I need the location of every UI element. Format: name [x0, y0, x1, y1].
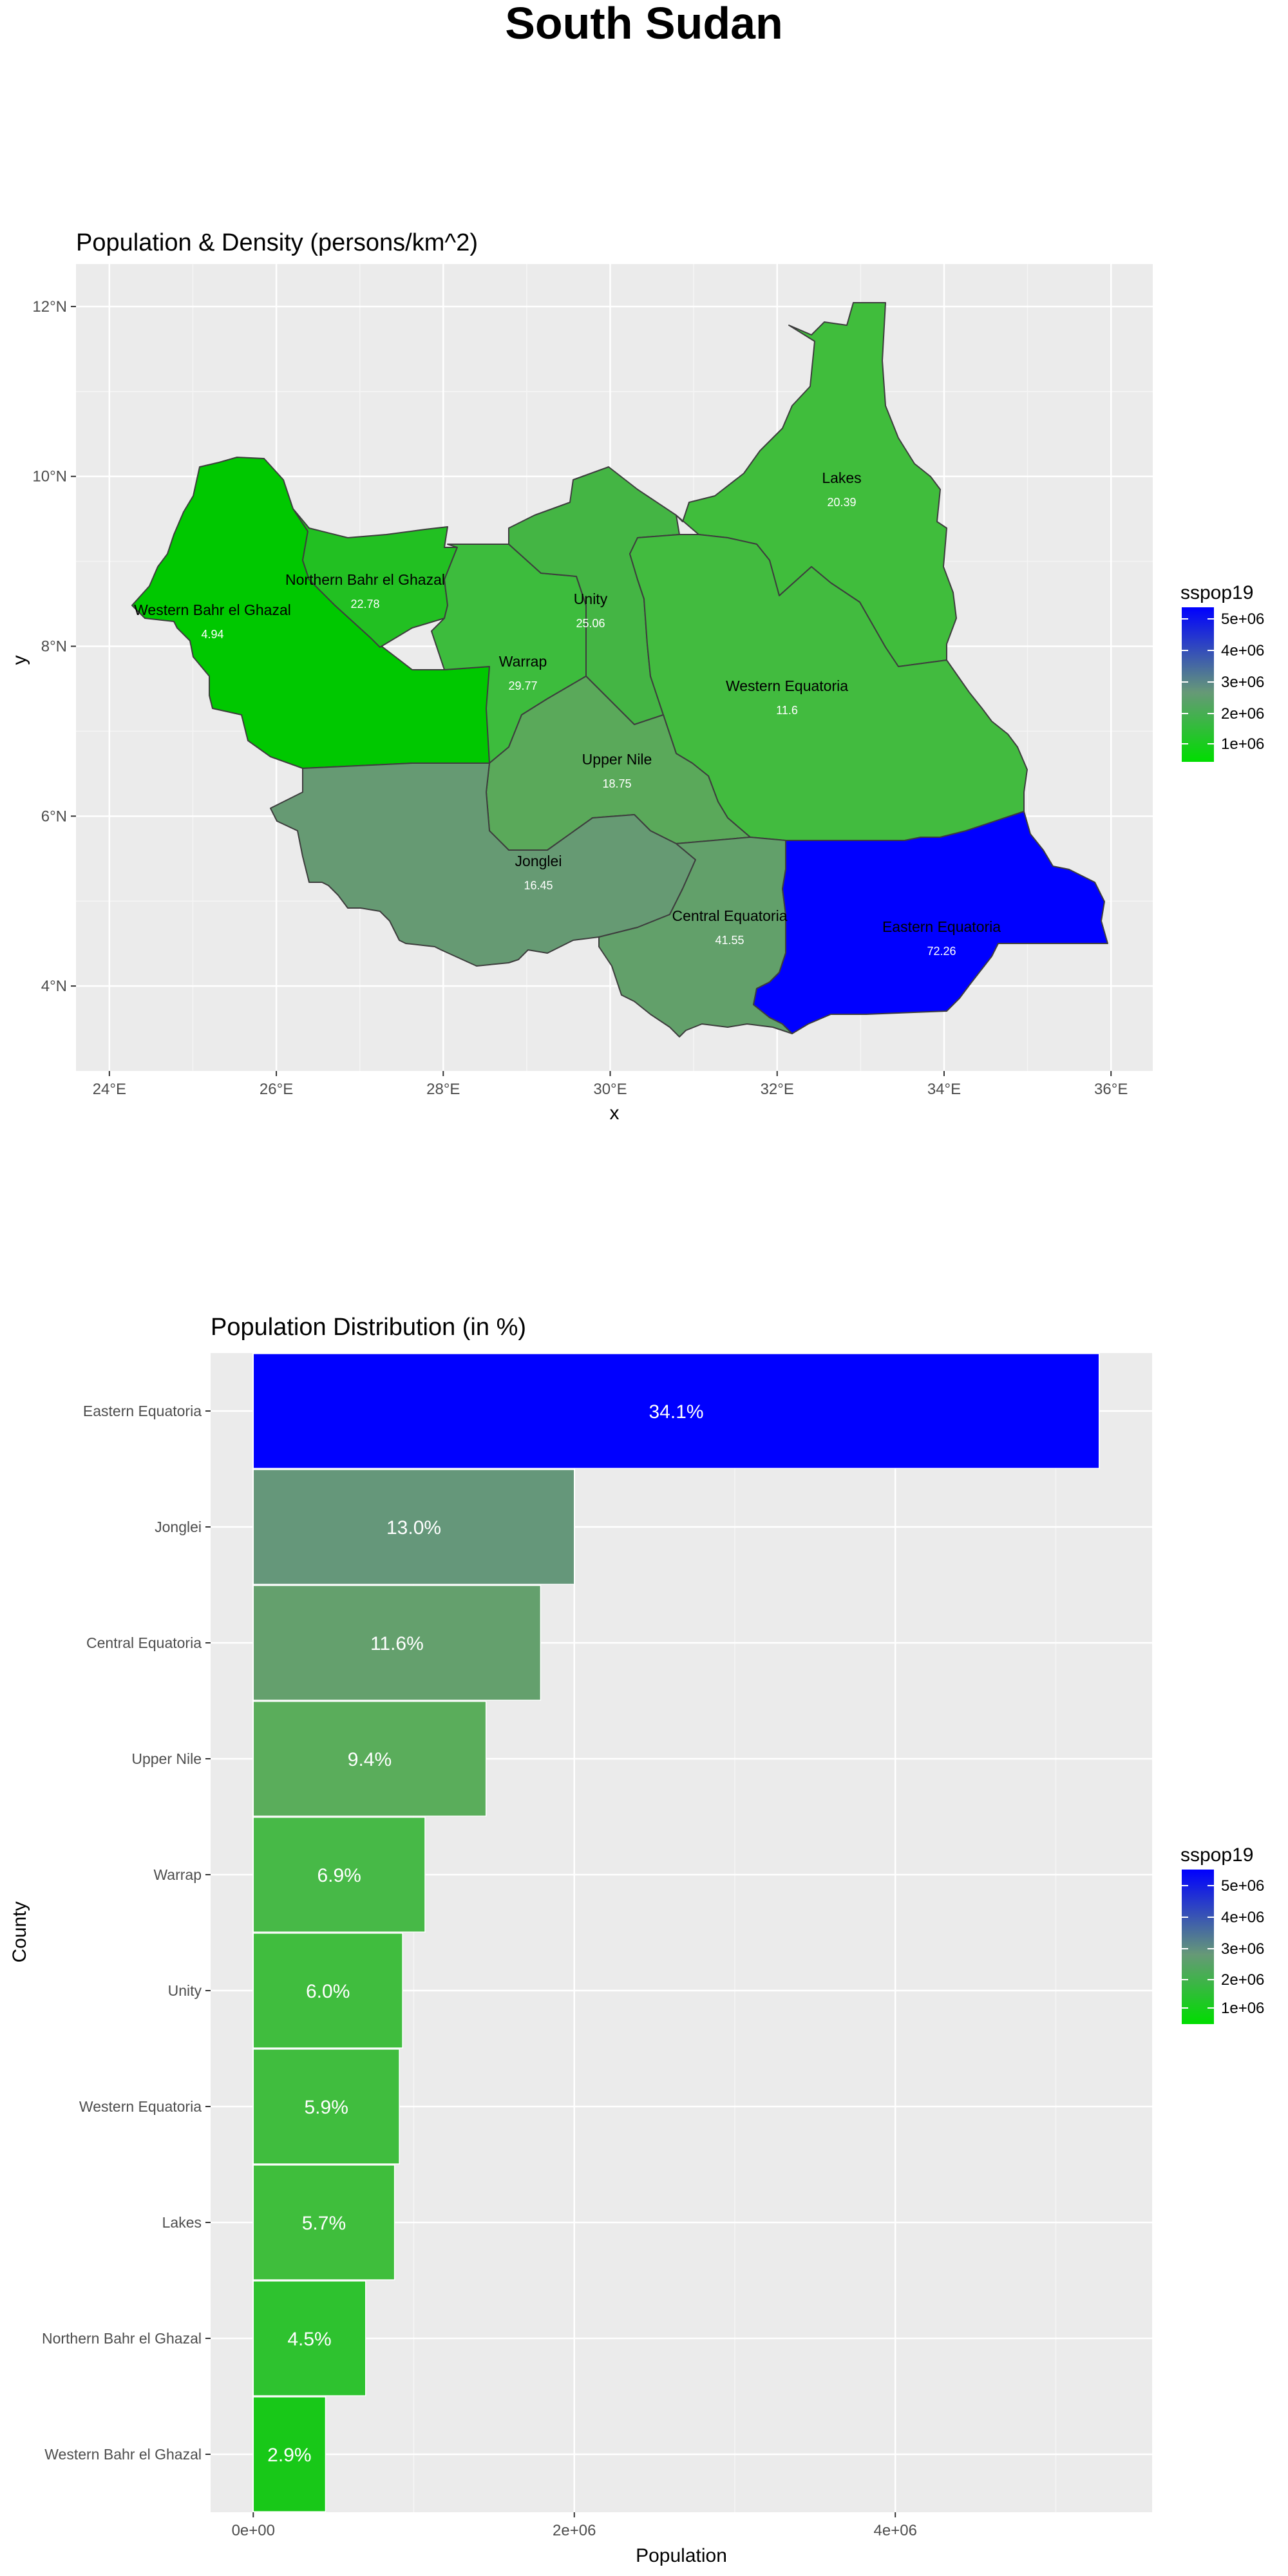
bar-value-label: 13.0% [386, 1517, 441, 1539]
region-density-label: 20.39 [827, 496, 856, 509]
bar-x-tick-label: 0e+00 [232, 2522, 275, 2539]
map-legend-label: 1e+06 [1221, 735, 1264, 753]
population-bar-chart: 34.1% 13.0% 11.6% 9.4% 6.9% 6.0% 5.9% 5.7% 4.5% 2… [9, 1353, 1264, 2566]
map-legend-label: 2e+06 [1221, 705, 1264, 723]
bar [252, 1353, 1100, 1469]
region-density-label: 22.78 [350, 598, 379, 611]
region-eastern-equatoria [753, 811, 1108, 1034]
bar-value-label: 34.1% [649, 1401, 703, 1423]
bar [252, 2396, 327, 2512]
bar-category-label: Warrap [153, 1866, 202, 1883]
map-x-tick-label: 26°E [260, 1081, 293, 1098]
map-legend-label: 4e+06 [1221, 642, 1264, 659]
bar-legend: sspop19 5e+06 4e+06 3e+06 2e+06 1e+06 [1180, 1844, 1264, 2024]
bar [252, 1933, 403, 2049]
bar-category-label: Western Bahr el Ghazal [44, 2446, 202, 2463]
bar-value-label: 9.4% [348, 1749, 392, 1770]
map-y-tick-label: 8°N [41, 638, 67, 656]
bar-value-label: 11.6% [370, 1633, 424, 1654]
map-x-tick-label: 30°E [593, 1081, 627, 1098]
region-density-label: 16.45 [524, 879, 553, 892]
bar [252, 1469, 575, 1585]
bar-value-label: 4.5% [287, 2329, 331, 2350]
region-name-label: Central Equatoria [672, 907, 788, 924]
map-legend-colorbar [1182, 607, 1214, 762]
map-legend-label: 3e+06 [1221, 674, 1264, 691]
bar-legend-label: 5e+06 [1221, 1877, 1264, 1895]
region-density-label: 29.77 [508, 679, 537, 692]
region-name-label: Unity [574, 591, 608, 607]
region-western-equatoria [270, 762, 696, 967]
bar-category-label: Unity [168, 1982, 202, 1999]
map-x-axis: 24°E 26°E 28°E 30°E 32°E 34°E 36°E [93, 1071, 1128, 1098]
bar-category-label: Lakes [162, 2214, 202, 2231]
bar-legend-label: 2e+06 [1221, 1971, 1264, 1989]
map-y-axis-title: y [9, 656, 30, 665]
region-name-label: Northern Bahr el Ghazal [285, 571, 445, 588]
map-y-tick-label: 12°N [32, 298, 67, 316]
bar-y-axis: Eastern Equatoria Jonglei Central Equatori… [42, 1403, 211, 2463]
bar-category-label: Northern Bahr el Ghazal [42, 2330, 202, 2347]
region-density-label: 18.75 [602, 777, 631, 790]
map-regions [131, 302, 1108, 1037]
bar-x-axis-title: Population [636, 2545, 727, 2566]
bar-category-label: Upper Nile [131, 1750, 202, 1767]
page-title: South Sudan [505, 0, 783, 48]
map-x-tick-label: 32°E [761, 1081, 794, 1098]
bar-category-label: Central Equatoria [86, 1634, 202, 1651]
bar [252, 2049, 400, 2164]
region-name-label: Warrap [499, 653, 547, 670]
bar-category-label: Western Equatoria [79, 2098, 202, 2115]
map-x-tick-label: 36°E [1094, 1081, 1128, 1098]
bar-value-label: 5.7% [302, 2213, 346, 2234]
bar-legend-title: sspop19 [1180, 1844, 1253, 1866]
bar-category-label: Jonglei [155, 1519, 202, 1535]
bar-y-axis-title: County [9, 1901, 30, 1962]
map-legend-title: sspop19 [1180, 582, 1253, 603]
map-legend: sspop19 5e+06 4e+06 3e+06 2e+06 1e+06 [1180, 582, 1264, 762]
region-density-label: 11.6 [776, 704, 798, 717]
region-density-label: 41.55 [715, 934, 744, 947]
map-x-tick-label: 34°E [927, 1081, 961, 1098]
map-title: Population & Density (persons/km^2) [76, 229, 478, 256]
bar-category-label: Eastern Equatoria [83, 1403, 202, 1419]
bar-legend-label: 4e+06 [1221, 1909, 1264, 1926]
map-y-tick-label: 10°N [32, 468, 67, 486]
region-density-label: 72.26 [927, 945, 956, 958]
region-name-label: Western Bahr el Ghazal [134, 601, 291, 618]
bar-value-label: 6.9% [317, 1865, 361, 1886]
bar-value-label: 2.9% [267, 2445, 311, 2466]
region-name-label: Jonglei [515, 853, 562, 869]
bar [252, 2164, 395, 2280]
density-map: Western Bahr el Ghazal 4.94 Northern Bahr … [9, 264, 1264, 1124]
bar [252, 1585, 542, 1701]
map-y-axis: 4°N 6°N 8°N 10°N 12°N [32, 298, 76, 995]
map-x-tick-label: 24°E [93, 1081, 126, 1098]
map-y-tick-label: 4°N [41, 978, 67, 995]
region-name-label: Lakes [822, 469, 861, 486]
bar [252, 2280, 366, 2396]
bar [252, 1817, 426, 1933]
map-legend-label: 5e+06 [1221, 611, 1264, 628]
map-x-tick-label: 28°E [426, 1081, 460, 1098]
bar-legend-label: 3e+06 [1221, 1940, 1264, 1958]
bar-value-label: 6.0% [306, 1981, 350, 2002]
region-name-label: Upper Nile [582, 751, 652, 768]
map-x-axis-title: x [610, 1103, 620, 1124]
region-density-label: 4.94 [201, 628, 223, 641]
region-name-label: Western Equatoria [726, 677, 848, 694]
bar-x-tick-label: 4e+06 [874, 2522, 917, 2539]
bar-x-tick-label: 2e+06 [553, 2522, 596, 2539]
bar-value-label: 5.9% [305, 2097, 348, 2118]
region-density-label: 25.06 [576, 617, 605, 630]
bar-series: 34.1% 13.0% 11.6% 9.4% 6.9% 6.0% 5.9% 5.7% 4.5% 2… [252, 1353, 1100, 2512]
bar-legend-label: 1e+06 [1221, 2000, 1264, 2017]
map-region-labels: Western Bahr el Ghazal 4.94 Northern Bahr … [134, 469, 1001, 958]
map-y-tick-label: 6°N [41, 808, 67, 825]
bar-title: Population Distribution (in %) [211, 1314, 527, 1341]
bar-legend-colorbar [1182, 1870, 1214, 2024]
bar [252, 1701, 487, 1817]
region-name-label: Eastern Equatoria [882, 918, 1001, 935]
bar-x-axis: 0e+00 2e+06 4e+06 [232, 2512, 917, 2539]
